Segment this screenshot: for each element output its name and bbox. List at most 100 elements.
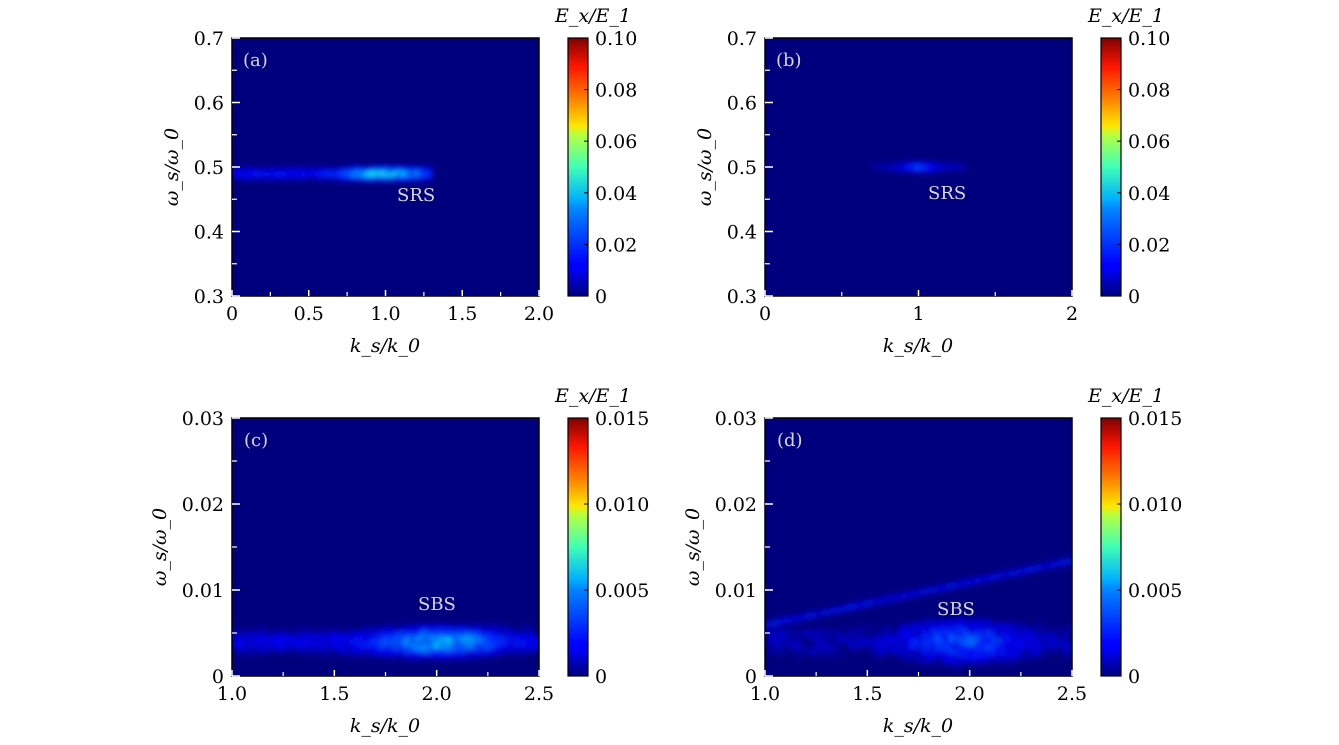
- heatmap-cell-a: [280, 167, 285, 170]
- heatmap-cell-a: [243, 175, 248, 178]
- heatmap-cell-a: [323, 168, 328, 171]
- heatmap-cell-c: [530, 636, 536, 640]
- heatmap-cell-c: [398, 650, 405, 655]
- heatmap-cell-d: [922, 641, 929, 646]
- heatmap-cell-d: [905, 633, 911, 639]
- heatmap-cell-d: [966, 652, 973, 657]
- heatmap-cell-c: [354, 650, 361, 655]
- heatmap-cell-a: [274, 168, 279, 171]
- heatmap-cell-a: [346, 178, 350, 181]
- heatmap-cell-a: [232, 174, 236, 177]
- heatmap-cell-a: [251, 176, 256, 179]
- heatmap-cell-a: [354, 167, 359, 170]
- heatmap-cell-c: [280, 636, 286, 640]
- heatmap-cell-c: [495, 638, 501, 643]
- heatmap-cell-a: [283, 175, 288, 178]
- heatmap-cell-a: [377, 170, 382, 173]
- heatmap-cell-d: [918, 644, 924, 650]
- heatmap-cell-a: [422, 178, 427, 181]
- heatmap-cell-d: [918, 648, 924, 654]
- heatmap-cell-a: [405, 179, 410, 182]
- heatmap-cell-d: [966, 644, 973, 650]
- heatmap-cell-d: [1006, 659, 1012, 665]
- heatmap-cell-c: [403, 633, 409, 638]
- heatmap-cell-d: [962, 622, 968, 628]
- heatmap-cell-d: [997, 644, 1003, 650]
- heatmap-cell-a: [391, 174, 396, 177]
- heatmap-cell-a: [357, 167, 362, 170]
- heatmap-cell-c: [398, 636, 405, 640]
- heatmap-cell-c: [503, 638, 510, 643]
- heatmap-cell-d: [879, 652, 885, 657]
- colorbar-tick-label-a: 0.08: [595, 80, 637, 102]
- heatmap-cell-c: [521, 648, 527, 652]
- heatmap-cell-c: [477, 633, 483, 638]
- heatmap-cell-c: [464, 636, 470, 640]
- heatmap-cell-a: [351, 178, 356, 181]
- heatmap-cell-d: [1010, 641, 1016, 646]
- heatmap-cell-a: [317, 172, 322, 176]
- heatmap-cell-d: [909, 637, 916, 643]
- heatmap-cell-a: [411, 174, 416, 177]
- heatmap-cell-d: [773, 641, 780, 646]
- xlabel-c: k_s/k_0: [350, 715, 420, 737]
- heatmap-cell-d: [984, 575, 990, 577]
- heatmap-cell-d: [1001, 652, 1008, 657]
- heatmap-cell-d: [1010, 655, 1016, 661]
- heatmap-cell-d: [900, 641, 907, 646]
- heatmap-cell-c: [512, 633, 519, 638]
- heatmap-cell-c: [473, 646, 479, 650]
- heatmap-cell-a: [348, 175, 353, 178]
- heatmap-cell-d: [936, 585, 942, 588]
- heatmap-cell-c: [363, 648, 369, 652]
- heatmap-cell-c: [275, 636, 282, 640]
- heatmap-cell-d: [848, 630, 854, 635]
- heatmap-cell-c: [451, 628, 457, 633]
- heatmap-cell-a: [380, 178, 385, 181]
- heatmap-cell-c: [267, 641, 273, 645]
- heatmap-cell-d: [870, 644, 876, 650]
- heatmap-cell-d: [953, 648, 959, 654]
- heatmap-cell-c: [359, 633, 365, 638]
- heatmap-cell-a: [360, 166, 365, 169]
- heatmap-cell-c: [262, 641, 269, 645]
- heatmap-cell-b: [879, 164, 882, 167]
- heatmap-cell-c: [424, 636, 431, 640]
- heatmap-cell-a: [346, 171, 350, 174]
- heatmap-cell-c: [495, 628, 501, 633]
- heatmap-cell-c: [376, 653, 383, 657]
- heatmap-cell-d: [971, 655, 977, 661]
- heatmap-cell-c: [232, 638, 238, 643]
- axes-c: 1.0 1.5 2.0 2.500.010.020.03: [182, 408, 554, 705]
- heatmap-cell-a: [360, 175, 365, 178]
- heatmap-cell-a: [246, 167, 251, 170]
- heatmap-cell-d: [839, 606, 845, 608]
- heatmap-cell-d: [962, 633, 968, 639]
- heatmap-cell-c: [394, 650, 400, 655]
- heatmap-cell-d: [966, 622, 973, 628]
- heatmap-cell-d: [1023, 655, 1030, 661]
- heatmap-cell-c: [486, 641, 492, 645]
- heatmap-cell-c: [433, 643, 440, 648]
- heatmap-cell-a: [260, 170, 265, 173]
- heatmap-cell-c: [350, 646, 356, 650]
- heatmap-cell-c: [262, 633, 269, 638]
- heatmap-cell-a: [348, 176, 353, 179]
- annotation-srs-b: SRS: [928, 183, 966, 204]
- heatmap-cell-a: [240, 176, 245, 179]
- heatmap-cell-a: [397, 166, 402, 169]
- heatmap-cell-a: [249, 171, 253, 174]
- heatmap-cell-a: [269, 169, 273, 172]
- heatmap-cell-a: [337, 177, 342, 180]
- heatmap-cell-a: [280, 172, 285, 176]
- heatmap-cell-d: [984, 655, 990, 661]
- heatmap-cell-d: [892, 644, 898, 650]
- heatmap-cell-a: [385, 172, 390, 176]
- heatmap-cell-d: [865, 641, 872, 646]
- heatmap-cell-d: [918, 637, 924, 643]
- heatmap-cell-d: [962, 626, 968, 632]
- heatmap-cell-d: [852, 607, 859, 610]
- heatmap-cell-c: [302, 643, 308, 648]
- heatmap-cell-c: [468, 623, 475, 628]
- axes-d: 1.0 1.5 2.0 2.500.010.020.03: [715, 408, 1087, 705]
